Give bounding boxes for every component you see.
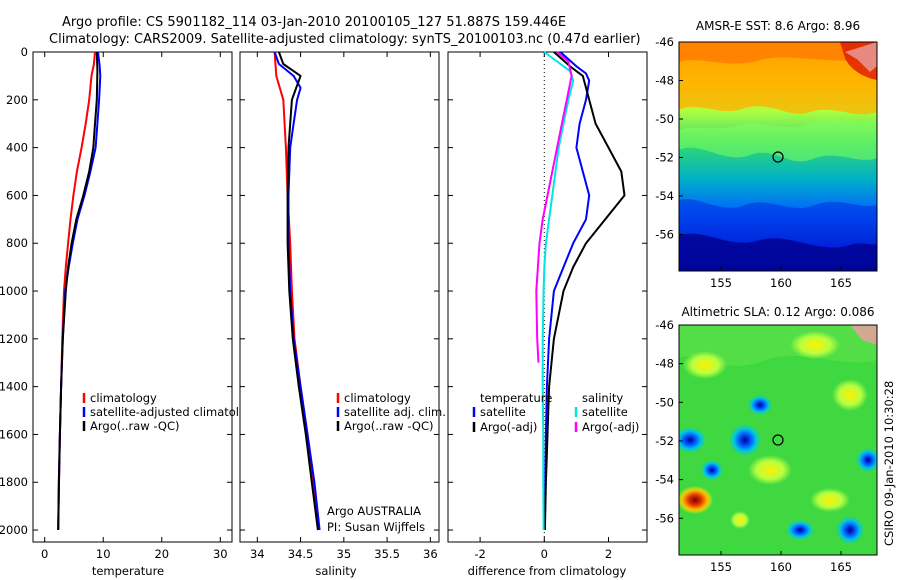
legend-label: satellite-adjusted climatology xyxy=(90,405,260,419)
map-x-tick-label: 165 xyxy=(830,276,852,290)
map-x-tick-label: 155 xyxy=(710,560,732,574)
series-line-temperature-argo-adj- xyxy=(543,51,626,531)
series-line-temperature-satellite xyxy=(543,51,591,531)
y-tick-label: 200 xyxy=(6,93,28,107)
sst-map-image xyxy=(679,42,877,271)
legend-label: Argo(..raw -QC) xyxy=(90,419,180,433)
difference-xlabel: difference from climatology xyxy=(468,564,627,578)
x-tick-label: 36 xyxy=(423,547,438,561)
map-y-tick-label: -46 xyxy=(655,318,674,332)
x-tick-label: 0 xyxy=(541,547,548,561)
y-tick-label: 600 xyxy=(6,188,28,202)
sla-map-title: Altimetric SLA: 0.12 Argo: 0.086 xyxy=(681,305,874,319)
y-tick-label: 1800 xyxy=(0,475,28,489)
legend-title-temperature: temperature xyxy=(480,391,552,405)
sst-map-panel: AMSR-E SST: 8.6 Argo: 8.96 -46-48-50-52-… xyxy=(655,19,878,290)
x-tick-label: 2 xyxy=(605,547,612,561)
map-x-tick-label: 160 xyxy=(770,560,792,574)
argo-australia-note: Argo AUSTRALIA xyxy=(327,504,421,518)
sla-map-ticks: -46 -48 -50 -52 -54 -56 155 160 165 xyxy=(655,318,852,574)
legend-label: Argo(-adj) xyxy=(582,420,639,434)
sla-map-panel: Altimetric SLA: 0.12 Argo: 0.086 -46-48-… xyxy=(655,305,878,574)
map-x-tick-label: 165 xyxy=(830,560,852,574)
x-tick-label: 35.5 xyxy=(374,547,400,561)
legend-label: Argo(-adj) xyxy=(480,420,537,434)
sla-map-image xyxy=(679,325,877,555)
map-y-tick-label: -50 xyxy=(655,395,674,409)
salinity-axes-box xyxy=(239,51,440,543)
legend-title-salinity: salinity xyxy=(582,391,623,405)
pi-note: PI: Susan Wijffels xyxy=(327,520,425,534)
y-tick-label: 400 xyxy=(6,141,28,155)
sla-map-frame xyxy=(678,324,878,556)
x-tick-label: 10 xyxy=(96,547,111,561)
y-tick-label: 1000 xyxy=(0,284,28,298)
map-y-tick-label: -52 xyxy=(655,434,674,448)
x-tick-label: -2 xyxy=(474,547,485,561)
map-y-tick-label: -46 xyxy=(655,35,674,49)
y-tick-label: 1400 xyxy=(0,380,28,394)
sst-map-title: AMSR-E SST: 8.6 Argo: 8.96 xyxy=(696,19,860,33)
map-y-tick-label: -50 xyxy=(655,112,674,126)
temperature-axes-content: 0 10 20 30 0 200 400 600 800 1000 1200 1400 1600 1800… xyxy=(0,45,260,561)
x-tick-label: 34.5 xyxy=(288,547,314,561)
sla-float-marker xyxy=(772,434,784,446)
legend-label: climatology xyxy=(90,391,157,405)
sst-map-frame xyxy=(678,41,878,272)
x-tick-label: 34 xyxy=(250,547,265,561)
legend-label: climatology xyxy=(344,391,411,405)
map-y-tick-label: -48 xyxy=(655,357,674,371)
y-tick-label: 1600 xyxy=(0,427,28,441)
sst-map-ticks: -46 -48 -50 -52 -54 -56 155 160 165 xyxy=(655,35,852,290)
figure-title-line1: Argo profile: CS 5901182_114 03-Jan-2010… xyxy=(62,15,566,30)
y-tick-label: 800 xyxy=(6,236,28,250)
map-y-tick-label: -56 xyxy=(655,227,674,241)
timestamp-stamp: CSIRO 09-Jan-2010 10:30:28 xyxy=(882,381,896,546)
map-y-tick-label: -52 xyxy=(655,150,674,164)
x-tick-label: 0 xyxy=(41,547,48,561)
temperature-panel: 0 10 20 30 0 200 400 600 800 1000 1200 1400 1600 1800… xyxy=(0,45,260,578)
figure-title-line2: Climatology: CARS2009. Satellite-adjuste… xyxy=(49,32,641,47)
map-x-tick-label: 155 xyxy=(710,276,732,290)
legend-label: satellite xyxy=(582,405,628,419)
series-line-salinity-argo-adj- xyxy=(535,51,573,363)
x-tick-label: 20 xyxy=(154,547,169,561)
map-y-tick-label: -54 xyxy=(655,189,674,203)
map-y-tick-label: -56 xyxy=(655,511,674,525)
sst-float-marker xyxy=(772,151,784,163)
difference-axes-box xyxy=(447,51,648,543)
series-line-argo-raw-qc- xyxy=(57,51,99,531)
legend-label: satellite xyxy=(480,405,526,419)
legend-label: Argo(..raw -QC) xyxy=(344,419,434,433)
y-tick-label: 2000 xyxy=(0,523,28,537)
x-tick-label: 35 xyxy=(337,547,352,561)
x-tick-label: 30 xyxy=(213,547,228,561)
temperature-xlabel: temperature xyxy=(92,564,164,578)
y-tick-label: 1200 xyxy=(0,332,28,346)
legend-label: satellite adj. clim. xyxy=(344,405,446,419)
series-line-salinity-satellite xyxy=(541,51,575,531)
map-x-tick-label: 160 xyxy=(770,276,792,290)
map-y-tick-label: -48 xyxy=(655,73,674,87)
salinity-xlabel: salinity xyxy=(315,564,356,578)
map-y-tick-label: -54 xyxy=(655,473,674,487)
series-line-argo-raw-qc- xyxy=(277,51,319,531)
y-tick-label: 0 xyxy=(21,45,28,59)
